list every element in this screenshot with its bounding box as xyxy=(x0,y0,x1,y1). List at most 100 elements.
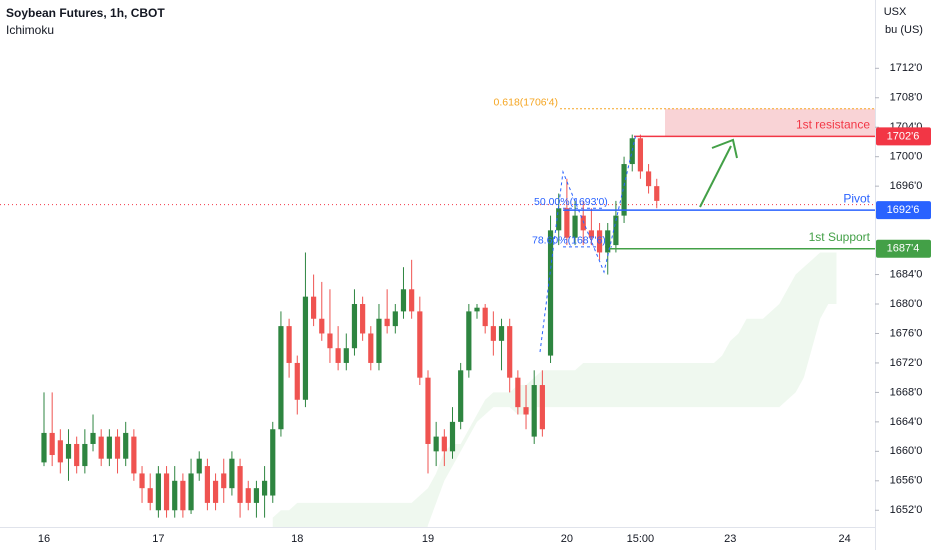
candle-body xyxy=(237,466,243,503)
y-tick-label: 1712'0 xyxy=(890,62,923,74)
candle-body xyxy=(425,377,431,444)
candle-body xyxy=(106,436,112,459)
candle-body xyxy=(245,488,251,503)
candle-body xyxy=(613,215,619,246)
candle-body xyxy=(449,421,456,452)
y-tick-label: 1656'0 xyxy=(890,475,923,487)
y-tick-label: 1684'0 xyxy=(890,268,923,280)
x-tick-label: 20 xyxy=(561,533,573,545)
candle-body xyxy=(645,171,652,187)
resistance-zone xyxy=(665,108,875,137)
level-label: Pivot xyxy=(843,191,870,205)
candle-body xyxy=(82,443,88,467)
y-tick-label: 1664'0 xyxy=(890,416,923,428)
candle-body xyxy=(229,458,235,489)
candle-body xyxy=(482,307,488,327)
candle-body xyxy=(204,466,210,503)
x-tick-label: 16 xyxy=(38,533,50,545)
candle-body xyxy=(278,326,284,430)
y-tick-label: 1696'0 xyxy=(890,180,923,192)
candle-body xyxy=(98,436,104,459)
y-tick-label: 1660'0 xyxy=(890,445,923,457)
candle-body xyxy=(212,480,219,503)
candle-body xyxy=(302,296,309,400)
candle-body xyxy=(131,436,137,474)
candle-body xyxy=(490,326,496,341)
y-tick-label: 1680'0 xyxy=(890,298,923,310)
candle-body xyxy=(515,377,521,408)
candle-body xyxy=(588,230,594,238)
candle-body xyxy=(654,186,660,201)
candle-body xyxy=(458,370,464,422)
candle-body xyxy=(417,311,423,378)
candle-body xyxy=(400,289,407,312)
candle-body xyxy=(498,326,505,341)
candle-body xyxy=(360,304,366,334)
candle-body xyxy=(441,436,447,452)
candle-body xyxy=(74,443,80,467)
candle-body xyxy=(253,488,260,503)
fib-label: 78.60%(1687'6) xyxy=(532,235,606,247)
candle-body xyxy=(556,208,562,231)
candle-body xyxy=(605,230,611,253)
candle-body xyxy=(180,480,186,511)
candle-body xyxy=(539,385,545,430)
price-axis-tag-label: 1687'4 xyxy=(887,243,920,255)
candle-body xyxy=(637,138,644,172)
candle-body xyxy=(621,164,627,216)
candle-body xyxy=(474,307,480,312)
candle-body xyxy=(123,432,129,459)
candle-body xyxy=(41,432,47,463)
price-axis-tag xyxy=(876,239,931,258)
candle-body xyxy=(343,348,349,363)
candle-body xyxy=(409,289,415,312)
x-tick-label: 23 xyxy=(724,533,736,545)
y-tick-label: 1700'0 xyxy=(890,151,923,163)
unit-label: bu (US) xyxy=(885,24,923,36)
arrow-shaft xyxy=(699,145,732,208)
y-tick-label: 1704'0 xyxy=(890,121,923,133)
candle-body xyxy=(188,473,194,511)
fib-label: 0.618(1706'4) xyxy=(494,97,558,109)
price-axis-tag-label: 1702'6 xyxy=(887,130,920,142)
candle-body xyxy=(196,458,202,474)
candle-body xyxy=(351,304,358,349)
candle-body xyxy=(221,473,227,489)
chart-title: Soybean Futures, 1h, CBOT xyxy=(6,6,165,20)
x-tick-label: 24 xyxy=(839,533,851,545)
candle-body xyxy=(49,432,55,456)
candle-body xyxy=(270,429,276,496)
price-axis-tag-label: 1692'6 xyxy=(887,204,920,216)
candle-body xyxy=(580,215,586,231)
annotations xyxy=(539,133,738,353)
candle-body xyxy=(531,385,537,437)
x-tick-label: 17 xyxy=(152,533,164,545)
candle-body xyxy=(507,326,513,378)
candle-body xyxy=(155,473,161,511)
candle-body xyxy=(311,296,317,319)
candle-body xyxy=(572,215,578,238)
x-tick-label: 19 xyxy=(422,533,434,545)
level-label: 1st resistance xyxy=(796,118,870,132)
candle-body xyxy=(294,362,300,400)
candle-body xyxy=(65,443,72,459)
candle-body xyxy=(433,436,439,452)
candle-body xyxy=(629,138,635,165)
candle-body xyxy=(384,318,390,327)
candle-body xyxy=(319,318,325,334)
level-label: 1st Support xyxy=(809,230,871,244)
candle-body xyxy=(564,208,570,238)
candle-body xyxy=(57,440,63,463)
ichimoku-cloud xyxy=(272,252,837,527)
candle-body xyxy=(547,230,554,356)
price-axis-tag xyxy=(876,127,931,146)
candle-body xyxy=(327,333,333,349)
candle-body xyxy=(147,488,153,503)
plot-area xyxy=(0,108,875,527)
candle-body xyxy=(139,473,145,489)
candle-body xyxy=(466,311,472,371)
price-axis-tag xyxy=(876,201,931,220)
candle-body xyxy=(596,230,603,253)
